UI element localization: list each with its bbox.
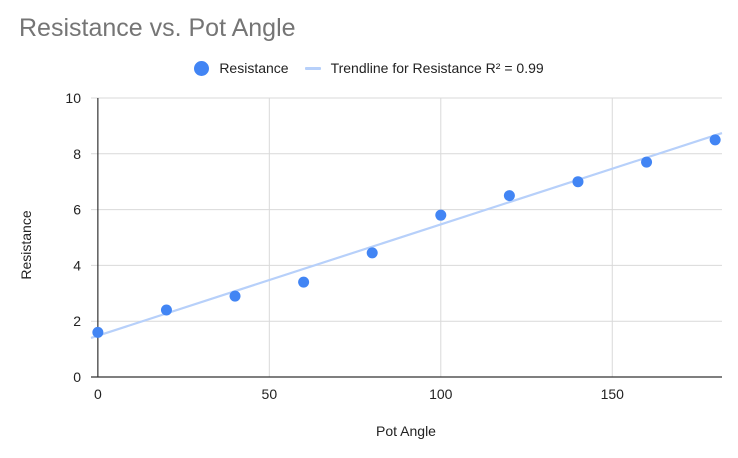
data-point — [709, 134, 721, 146]
data-point — [298, 276, 310, 288]
data-point — [435, 209, 447, 221]
data-point — [366, 247, 378, 259]
legend-label-resistance: Resistance — [219, 60, 289, 76]
legend-marker-line — [304, 66, 321, 70]
y-axis-title: Resistance — [18, 210, 34, 279]
legend-label-trendline: Trendline for Resistance R² = 0.99 — [330, 60, 544, 76]
x-tick-label: 100 — [429, 386, 453, 402]
data-point — [641, 156, 653, 168]
trendline-layer — [90, 132, 723, 339]
data-point — [229, 290, 241, 302]
x-tick-label: 150 — [601, 386, 625, 402]
data-point — [160, 304, 172, 316]
data-point — [572, 176, 584, 188]
grid-lines — [91, 97, 722, 377]
y-tick-label: 0 — [73, 369, 81, 385]
x-tick-label: 0 — [94, 386, 102, 402]
data-points — [92, 134, 721, 338]
y-tick-label: 2 — [73, 313, 81, 329]
y-tick-label: 8 — [73, 146, 81, 162]
axes — [91, 98, 722, 378]
trendline — [90, 132, 723, 339]
legend[interactable]: Resistance Trendline for Resistance R² =… — [0, 57, 738, 79]
legend-marker-dot — [194, 60, 210, 76]
y-tick-label: 6 — [73, 202, 81, 218]
x-tick-label: 50 — [262, 386, 278, 402]
x-axis-title: Pot Angle — [376, 423, 436, 439]
legend-item-trendline[interactable]: Trendline for Resistance R² = 0.99 — [304, 60, 544, 76]
chart-title: Resistance vs. Pot Angle — [19, 14, 296, 42]
data-point — [92, 326, 104, 338]
legend-item-resistance[interactable]: Resistance — [194, 60, 289, 76]
y-tick-label: 4 — [73, 257, 81, 273]
data-point — [503, 190, 515, 202]
y-tick-label: 10 — [65, 90, 81, 106]
